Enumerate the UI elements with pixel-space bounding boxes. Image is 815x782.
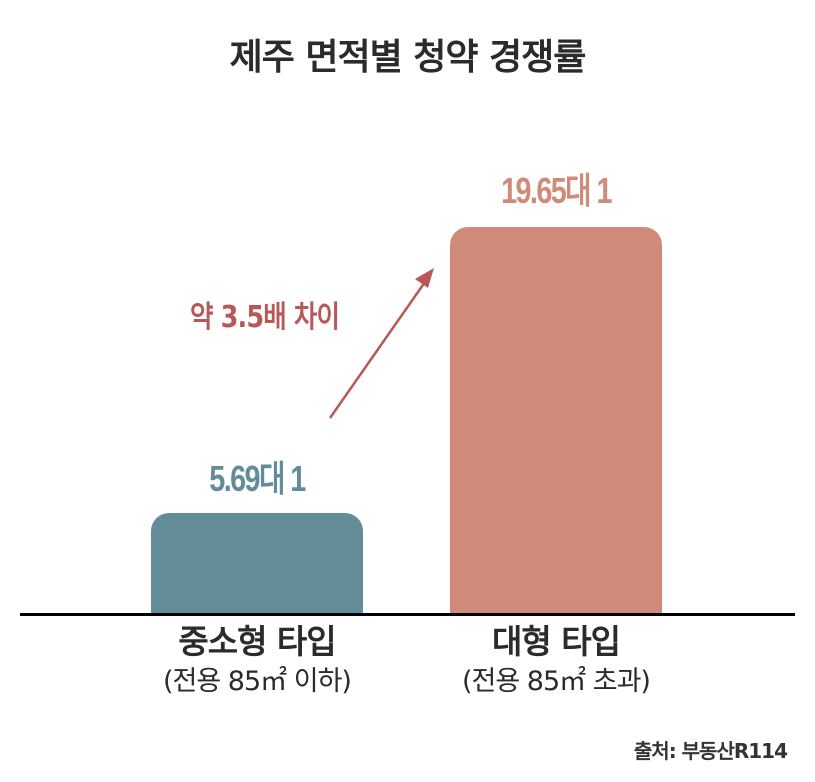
x-axis-baseline <box>20 613 795 616</box>
bar-large-type <box>450 227 662 615</box>
category-subtitle: (전용 85㎡ 초과) <box>462 666 651 697</box>
value-label-small: 5.69대 1 <box>209 458 306 499</box>
category-name: 중소형 타입 <box>178 622 336 661</box>
source-credit: 출처: 부동산R114 <box>633 739 788 763</box>
category-small-medium: 중소형 타입 (전용 85㎡ 이하) <box>107 622 407 702</box>
difference-annotation: 약 3.5배 차이 <box>190 300 340 335</box>
value-label-large: 19.65대 1 <box>501 170 612 211</box>
chart-title: 제주 면적별 청약 경쟁률 <box>229 37 587 78</box>
category-large: 대형 타입 (전용 85㎡ 초과) <box>406 622 706 702</box>
category-subtitle: (전용 85㎡ 이하) <box>163 666 352 697</box>
bar-small-medium-type <box>151 513 363 615</box>
category-name: 대형 타입 <box>492 622 621 661</box>
